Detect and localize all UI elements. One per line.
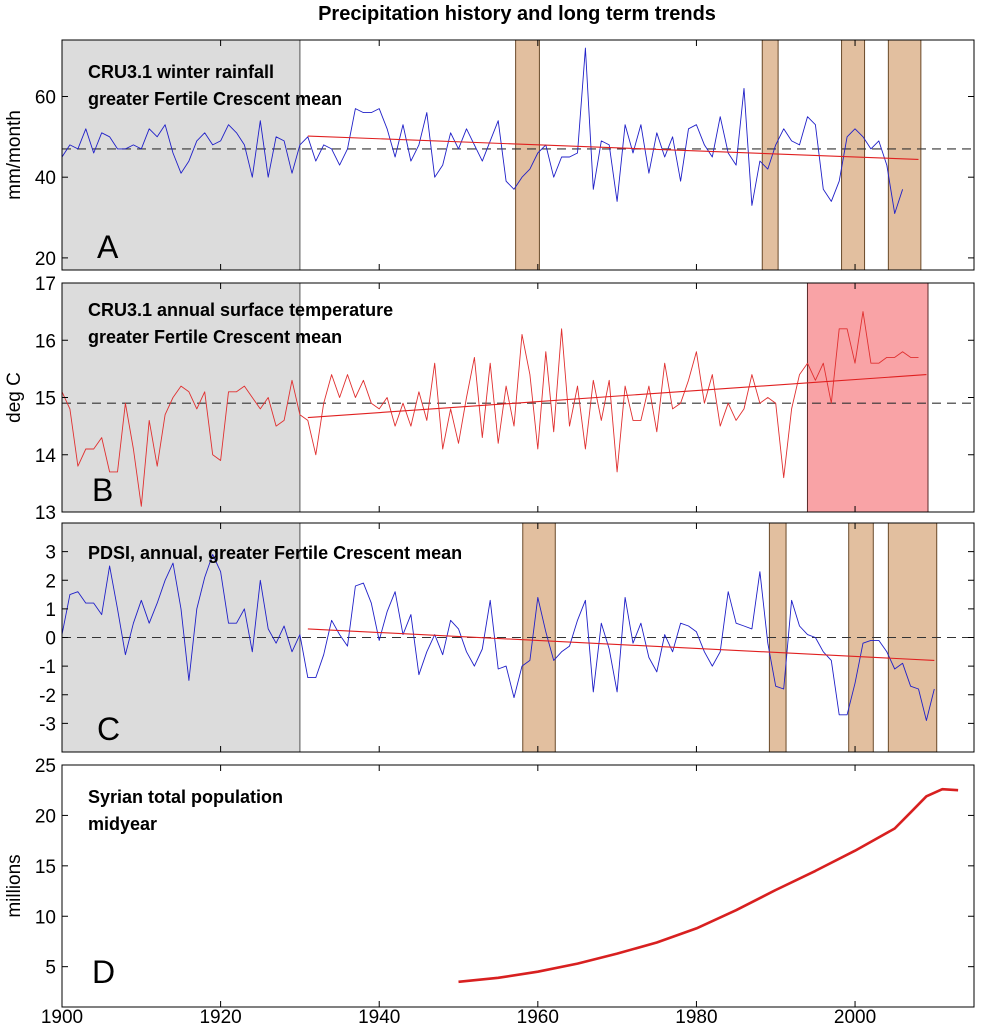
- x-tick-label: 2000: [834, 1007, 876, 1024]
- chart-title: Precipitation history and long term tren…: [318, 3, 716, 25]
- y-tick-label: 3: [45, 543, 56, 564]
- panel-annotation: CRU3.1 winter rainfall: [88, 62, 274, 82]
- trend-line: [307, 374, 927, 419]
- y-tick-label: -1: [39, 657, 56, 678]
- drought-shade: [761, 40, 779, 270]
- series-line: [62, 311, 919, 507]
- x-tick-label: 1980: [675, 1007, 717, 1024]
- series-line: [62, 554, 935, 721]
- y-tick-label: 15: [35, 389, 56, 410]
- drought-shade: [887, 40, 922, 270]
- y-tick-label: 2: [45, 571, 56, 592]
- y-tick-label: 1: [45, 600, 56, 621]
- y-axis-label: deg C: [4, 372, 25, 423]
- y-tick-label: 15: [35, 857, 56, 878]
- x-tick-label: 1940: [358, 1007, 400, 1024]
- y-tick-label: -3: [39, 714, 56, 735]
- panel-plot-area: [62, 40, 972, 270]
- panel-letter: A: [97, 229, 119, 265]
- panel-b: 13 14 15 16 17 deg C CRU3.1 annual surface tem…: [4, 274, 975, 524]
- y-tick-label: 5: [45, 958, 56, 979]
- x-tick-label: 1900: [41, 1007, 83, 1024]
- y-tick-label: 0: [45, 629, 56, 650]
- x-tick-label: 1920: [199, 1007, 241, 1024]
- panel-annotation: CRU3.1 annual surface temperature: [88, 300, 393, 320]
- gray-shade: [62, 40, 301, 270]
- panel-annotation: PDSI, annual, greater Fertile Crescent m…: [88, 543, 462, 563]
- panel-letter: D: [92, 954, 115, 990]
- y-tick-label: 20: [35, 806, 56, 827]
- trend-line: [307, 135, 919, 160]
- panel-annotation: midyear: [88, 814, 157, 834]
- panel-plot-area: [458, 787, 959, 984]
- panel-letter: B: [92, 472, 113, 508]
- panel-annotation: greater Fertile Crescent mean: [88, 327, 342, 347]
- panel-plot-area: [62, 523, 972, 752]
- drought-shade: [887, 523, 938, 752]
- panel-d: 5 10 15 20 25 millions Syrian total population…: [4, 756, 975, 1008]
- drought-shade: [515, 40, 540, 270]
- panel-c: -3 -2 -1 0 1 2 3 PDSI, annual, greater Fertile …: [39, 522, 975, 753]
- panel-frame: [61, 39, 975, 271]
- panel-plot-area: [62, 283, 972, 512]
- y-tick-label: 10: [35, 907, 56, 928]
- y-tick-label: -2: [39, 686, 56, 707]
- y-tick-label: 25: [35, 756, 56, 777]
- drought-shade: [841, 40, 866, 270]
- y-axis-label: millions: [4, 854, 25, 917]
- series-line: [62, 47, 904, 214]
- y-tick-label: 14: [35, 446, 57, 467]
- panel-a: 20 40 60 mm/month CRU3.1 winter rainfall grea…: [4, 39, 975, 271]
- series-line: [458, 787, 959, 984]
- y-axis-label: mm/month: [4, 110, 25, 200]
- y-tick-label: 60: [35, 87, 56, 108]
- panel-letter: C: [97, 711, 120, 747]
- x-tick-label: 1960: [517, 1007, 559, 1024]
- y-tick-label: 16: [35, 331, 56, 352]
- y-tick-label: 20: [35, 249, 56, 270]
- y-tick-label: 17: [35, 274, 56, 295]
- y-tick-label: 13: [35, 503, 56, 524]
- y-tick-label: 40: [35, 168, 56, 189]
- panel-annotation: greater Fertile Crescent mean: [88, 89, 342, 109]
- panel-frame: [61, 764, 975, 1008]
- trend-line: [307, 628, 935, 661]
- warm-shade: [806, 283, 929, 512]
- panel-annotation: Syrian total population: [88, 787, 283, 807]
- gray-shade: [62, 283, 301, 512]
